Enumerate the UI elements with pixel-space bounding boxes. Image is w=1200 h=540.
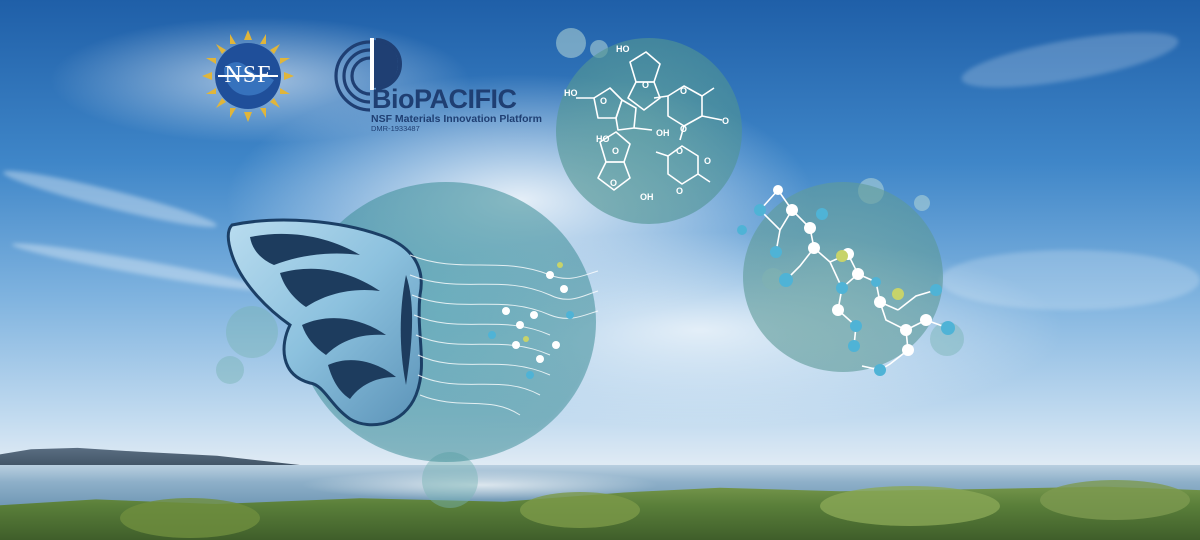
chem-label: O <box>676 186 683 196</box>
biopacific-wordmark: BioPACIFIC <box>372 86 517 113</box>
chem-label: OH <box>656 128 670 138</box>
biopacific-subtitle: NSF Materials Innovation Platform <box>371 113 542 125</box>
chem-label: O <box>612 146 619 156</box>
bio-prefix: Bio <box>372 84 415 114</box>
shrub <box>520 492 640 528</box>
chem-label: O <box>600 96 607 106</box>
biopacific-award-number: DMR-1933487 <box>371 124 420 133</box>
chem-label: O <box>722 116 729 126</box>
chem-label: O <box>680 86 687 96</box>
shrub <box>820 486 1000 526</box>
chem-label: O <box>642 80 649 90</box>
biopacific-logo[interactable] <box>324 34 524 134</box>
chem-label: O <box>610 178 617 188</box>
chem-label: HO <box>616 44 630 54</box>
shrub <box>1040 480 1190 520</box>
molecule-network-icon <box>737 185 955 376</box>
nsf-wordmark: NSF <box>224 62 272 88</box>
bubble <box>216 356 244 384</box>
shrub <box>120 498 260 538</box>
chem-label: OH <box>640 192 654 202</box>
nsf-logo[interactable]: NSF <box>200 28 296 124</box>
chem-label: O <box>680 124 687 134</box>
chem-label: HO <box>596 134 610 144</box>
butterfly-wing-illustration <box>226 218 599 427</box>
molecule-network-bubble <box>743 182 943 372</box>
cloud-streak <box>940 250 1200 310</box>
chem-label: O <box>704 156 711 166</box>
chemistry-bubble <box>556 38 742 224</box>
biopacific-rings-icon <box>334 38 402 112</box>
chem-label: O <box>676 146 683 156</box>
pacific-suffix: PACIFIC <box>414 84 517 114</box>
chem-label: HO <box>564 88 578 98</box>
bubble <box>556 28 586 58</box>
chemical-structures-icon: HO HO O O OH O O O HO O O O O OH O <box>564 44 729 202</box>
bubble <box>226 306 278 358</box>
bubble <box>914 195 930 211</box>
nsf-globe-seal-icon <box>202 30 294 122</box>
